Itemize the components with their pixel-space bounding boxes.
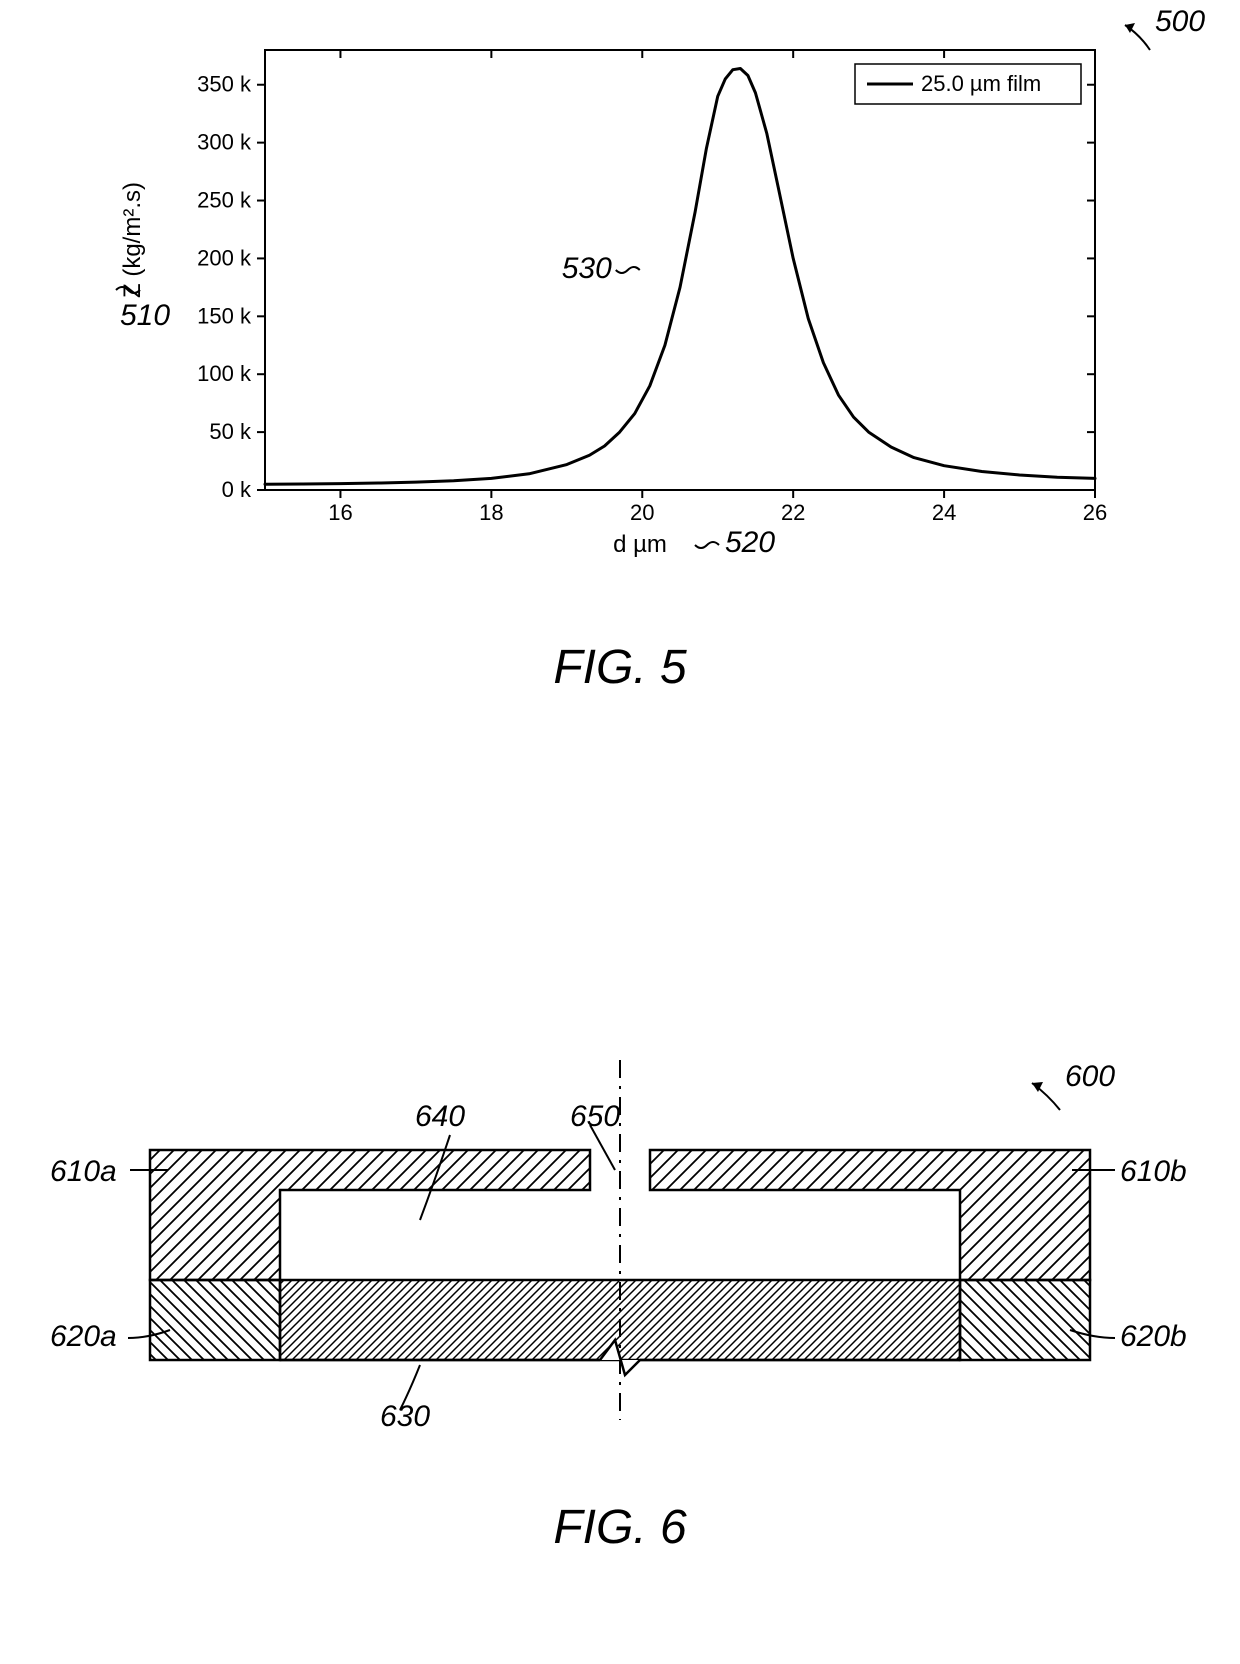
svg-text:300 k: 300 k xyxy=(197,130,252,155)
svg-text:520: 520 xyxy=(725,526,775,559)
svg-text:25.0 µm film: 25.0 µm film xyxy=(921,71,1041,96)
svg-text:d µm: d µm xyxy=(613,531,667,558)
fig6-630: 630 xyxy=(380,1400,430,1434)
svg-text:24: 24 xyxy=(932,500,956,525)
upper-left-610a xyxy=(150,1150,590,1280)
svg-text:510: 510 xyxy=(120,299,170,332)
svg-text:18: 18 xyxy=(479,500,503,525)
fig6-caption: FIG. 6 xyxy=(0,1500,1240,1555)
lower-left-620a xyxy=(150,1280,280,1360)
fig6-svg xyxy=(80,1020,1160,1440)
upper-right-610b xyxy=(650,1150,1090,1280)
svg-text:530: 530 xyxy=(562,252,612,285)
fig6-650: 650 xyxy=(570,1100,620,1134)
fig5-caption: FIG. 5 xyxy=(0,640,1240,695)
fig6-610a: 610a xyxy=(50,1155,117,1189)
svg-text:16: 16 xyxy=(328,500,352,525)
fig6-620b: 620b xyxy=(1120,1320,1187,1354)
fig6-640: 640 xyxy=(415,1100,465,1134)
svg-text:Z (kg/m².s): Z (kg/m².s) xyxy=(119,182,146,298)
lower-right-620b xyxy=(960,1280,1090,1360)
svg-text:26: 26 xyxy=(1083,500,1107,525)
svg-text:50 k: 50 k xyxy=(209,419,252,444)
svg-text:100 k: 100 k xyxy=(197,361,252,386)
fig6-diagram xyxy=(80,1020,1160,1440)
svg-text:200 k: 200 k xyxy=(197,245,252,270)
svg-text:350 k: 350 k xyxy=(197,72,252,97)
svg-text:250 k: 250 k xyxy=(197,188,252,213)
svg-text:20: 20 xyxy=(630,500,654,525)
fig5-svg: 0 k 50 k 100 k 150 k 200 k 250 k 300 k 350 k 16… xyxy=(100,20,1160,580)
svg-text:22: 22 xyxy=(781,500,805,525)
fig5-chart: 0 k 50 k 100 k 150 k 200 k 250 k 300 k 350 k 16… xyxy=(100,20,1160,580)
fig6-610b: 610b xyxy=(1120,1155,1187,1189)
svg-text:0 k: 0 k xyxy=(222,477,252,502)
fig6-600: 600 xyxy=(1065,1060,1115,1094)
fig6-620a: 620a xyxy=(50,1320,117,1354)
svg-text:150 k: 150 k xyxy=(197,303,252,328)
fig5-ref-num-text: 500 xyxy=(1155,5,1205,39)
membrane-630 xyxy=(280,1280,960,1360)
